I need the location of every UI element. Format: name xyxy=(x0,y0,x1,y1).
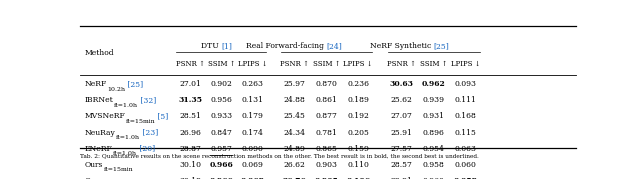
Text: 0.960: 0.960 xyxy=(422,177,445,179)
Text: 26.62: 26.62 xyxy=(284,161,306,169)
Text: 0.110: 0.110 xyxy=(348,161,369,169)
Text: Real Forward-facing: Real Forward-facing xyxy=(246,42,326,50)
Text: 25.97: 25.97 xyxy=(284,80,306,88)
Text: [25]: [25] xyxy=(125,80,143,88)
Text: 0.933: 0.933 xyxy=(211,112,232,120)
Text: 25.62: 25.62 xyxy=(390,96,412,104)
Text: 0.106: 0.106 xyxy=(346,177,371,179)
Text: 0.962: 0.962 xyxy=(422,80,445,88)
Text: 0.966: 0.966 xyxy=(209,177,233,179)
Text: 0.958: 0.958 xyxy=(422,161,445,169)
Text: Ours: Ours xyxy=(85,161,103,169)
Text: 0.063: 0.063 xyxy=(455,145,477,153)
Text: LPIPS ↓: LPIPS ↓ xyxy=(451,60,481,67)
Text: 0.896: 0.896 xyxy=(422,129,445,137)
Text: LPIPS ↓: LPIPS ↓ xyxy=(344,60,373,67)
Text: 0.115: 0.115 xyxy=(455,129,477,137)
Text: 28.57: 28.57 xyxy=(390,161,412,169)
Text: PSNR ↑: PSNR ↑ xyxy=(175,60,205,67)
Text: 0.159: 0.159 xyxy=(348,145,369,153)
Text: 24.89: 24.89 xyxy=(284,145,306,153)
Text: 0.058: 0.058 xyxy=(454,177,478,179)
Text: Tab. 2: Quantitative results on the scene reconstruction methods on the other. T: Tab. 2: Quantitative results on the scen… xyxy=(80,154,479,159)
Text: 0.870: 0.870 xyxy=(316,80,337,88)
Text: ft=1.0h: ft=1.0h xyxy=(116,135,140,140)
Text: 26.96: 26.96 xyxy=(179,129,201,137)
Text: 0.168: 0.168 xyxy=(455,112,477,120)
Text: 0.865: 0.865 xyxy=(316,145,337,153)
Text: [25]: [25] xyxy=(434,42,449,50)
Text: [5]: [5] xyxy=(156,112,168,120)
Text: 0.093: 0.093 xyxy=(455,80,477,88)
Text: 28.87: 28.87 xyxy=(179,145,201,153)
Text: 0.956: 0.956 xyxy=(211,96,232,104)
Text: 30.18: 30.18 xyxy=(179,177,201,179)
Text: 0.069: 0.069 xyxy=(242,161,264,169)
Text: [24]: [24] xyxy=(326,42,342,50)
Text: 0.263: 0.263 xyxy=(242,80,264,88)
Text: 0.966: 0.966 xyxy=(209,161,233,169)
Text: 0.861: 0.861 xyxy=(316,96,337,104)
Text: DTU: DTU xyxy=(201,42,221,50)
Text: 0.174: 0.174 xyxy=(242,129,264,137)
Text: ft=1.0h: ft=1.0h xyxy=(113,151,137,156)
Text: 0.131: 0.131 xyxy=(242,96,264,104)
Text: PSNR ↑: PSNR ↑ xyxy=(387,60,416,67)
Text: MVSNeRF: MVSNeRF xyxy=(85,112,125,120)
Text: 0.111: 0.111 xyxy=(455,96,477,104)
Text: [20]: [20] xyxy=(137,145,155,153)
Text: [23]: [23] xyxy=(140,129,158,137)
Text: 0.877: 0.877 xyxy=(316,112,337,120)
Text: 0.931: 0.931 xyxy=(422,112,445,120)
Text: 0.847: 0.847 xyxy=(211,129,232,137)
Text: 0.068: 0.068 xyxy=(241,177,264,179)
Text: 0.179: 0.179 xyxy=(242,112,264,120)
Text: 0.939: 0.939 xyxy=(422,96,445,104)
Text: PSNR ↑: PSNR ↑ xyxy=(280,60,309,67)
Text: 0.189: 0.189 xyxy=(348,96,369,104)
Text: LPIPS ↓: LPIPS ↓ xyxy=(238,60,268,67)
Text: 27.01: 27.01 xyxy=(179,80,201,88)
Text: 28.51: 28.51 xyxy=(179,112,201,120)
Text: NeRF Synthetic: NeRF Synthetic xyxy=(370,42,434,50)
Text: ft=15min: ft=15min xyxy=(125,119,156,124)
Text: 0.957: 0.957 xyxy=(211,145,232,153)
Text: 0.902: 0.902 xyxy=(211,80,232,88)
Text: SSIM ↑: SSIM ↑ xyxy=(420,60,447,67)
Text: ft=15min: ft=15min xyxy=(103,167,133,172)
Text: 31.35: 31.35 xyxy=(178,96,202,104)
Text: ft=1.0h: ft=1.0h xyxy=(114,103,138,108)
Text: 27.07: 27.07 xyxy=(390,112,412,120)
Text: SSIM ↑: SSIM ↑ xyxy=(207,60,235,67)
Text: 0.090: 0.090 xyxy=(242,145,264,153)
Text: 0.781: 0.781 xyxy=(316,129,337,137)
Text: [32]: [32] xyxy=(138,96,156,104)
Text: SSIM ↑: SSIM ↑ xyxy=(313,60,340,67)
Text: 0.236: 0.236 xyxy=(348,80,369,88)
Text: [1]: [1] xyxy=(221,42,232,50)
Text: 28.81: 28.81 xyxy=(390,177,412,179)
Text: Method: Method xyxy=(85,49,115,57)
Text: 27.57: 27.57 xyxy=(390,145,412,153)
Text: 0.192: 0.192 xyxy=(348,112,369,120)
Text: Ours: Ours xyxy=(85,177,103,179)
Text: NeuRay: NeuRay xyxy=(85,129,116,137)
Text: 0.060: 0.060 xyxy=(455,161,477,169)
Text: 25.45: 25.45 xyxy=(284,112,306,120)
Text: ENeRF: ENeRF xyxy=(85,145,113,153)
Text: 26.76: 26.76 xyxy=(283,177,307,179)
Text: 25.91: 25.91 xyxy=(390,129,412,137)
Text: 0.905: 0.905 xyxy=(315,177,339,179)
Text: 24.34: 24.34 xyxy=(284,129,306,137)
Text: 0.903: 0.903 xyxy=(316,161,337,169)
Text: 24.88: 24.88 xyxy=(284,96,306,104)
Text: 0.205: 0.205 xyxy=(348,129,369,137)
Text: IBRNet: IBRNet xyxy=(85,96,114,104)
Text: 0.954: 0.954 xyxy=(422,145,445,153)
Text: 10.2h: 10.2h xyxy=(108,86,125,91)
Text: 30.63: 30.63 xyxy=(389,80,413,88)
Text: NeRF: NeRF xyxy=(85,80,108,88)
Text: 30.10: 30.10 xyxy=(179,161,201,169)
